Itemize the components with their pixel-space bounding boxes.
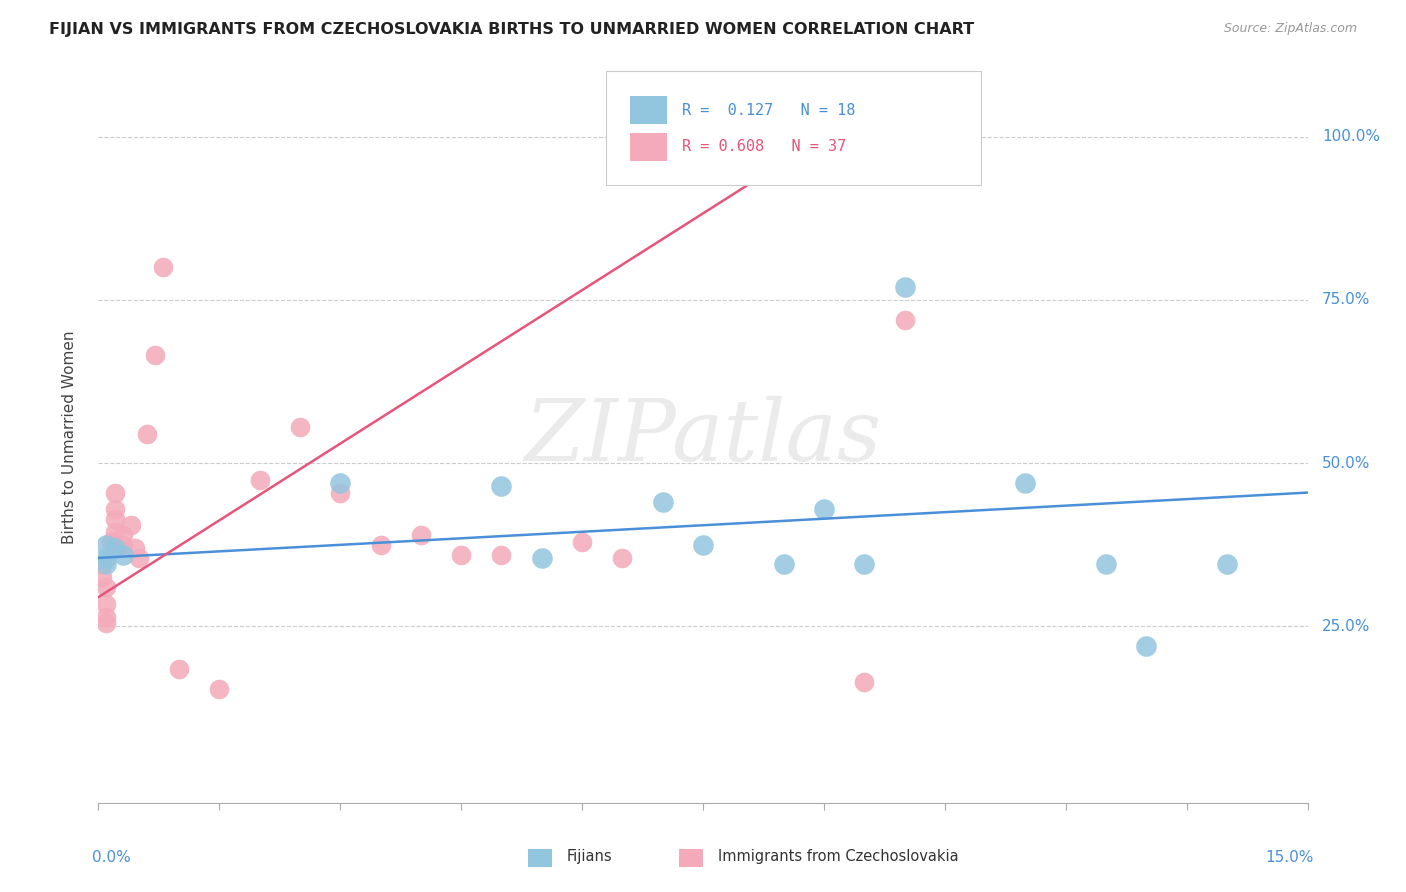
Point	[1216, 558, 1239, 572]
Point	[111, 548, 134, 562]
Point	[120, 518, 142, 533]
Text: 50.0%: 50.0%	[1322, 456, 1371, 471]
Point	[612, 550, 634, 565]
Point	[111, 528, 134, 542]
Point	[96, 550, 118, 565]
Point	[103, 502, 125, 516]
Text: R =  0.127   N = 18: R = 0.127 N = 18	[682, 103, 856, 118]
Point	[651, 129, 673, 144]
Point	[813, 502, 835, 516]
FancyBboxPatch shape	[527, 848, 551, 867]
Text: Immigrants from Czechoslovakia: Immigrants from Czechoslovakia	[717, 848, 957, 863]
Point	[651, 495, 673, 509]
Text: R = 0.608   N = 37: R = 0.608 N = 37	[682, 139, 846, 154]
FancyBboxPatch shape	[630, 133, 666, 161]
Point	[111, 538, 134, 552]
Text: Fijians: Fijians	[567, 848, 612, 863]
Point	[128, 550, 150, 565]
Point	[96, 597, 118, 611]
Point	[450, 548, 472, 562]
Point	[143, 348, 166, 362]
Point	[530, 550, 553, 565]
Text: 25.0%: 25.0%	[1322, 619, 1371, 634]
Point	[91, 570, 114, 584]
Point	[692, 129, 714, 144]
Point	[103, 524, 125, 539]
Text: 75.0%: 75.0%	[1322, 293, 1371, 308]
Point	[124, 541, 146, 555]
Point	[96, 609, 118, 624]
Point	[100, 534, 122, 549]
Point	[288, 420, 311, 434]
Point	[103, 512, 125, 526]
Text: FIJIAN VS IMMIGRANTS FROM CZECHOSLOVAKIA BIRTHS TO UNMARRIED WOMEN CORRELATION C: FIJIAN VS IMMIGRANTS FROM CZECHOSLOVAKIA…	[49, 22, 974, 37]
Point	[91, 558, 114, 572]
Point	[103, 541, 125, 555]
Point	[1014, 475, 1036, 490]
Point	[249, 473, 271, 487]
Point	[813, 129, 835, 144]
Text: Source: ZipAtlas.com: Source: ZipAtlas.com	[1223, 22, 1357, 36]
Point	[491, 479, 513, 493]
Point	[1135, 639, 1157, 653]
Point	[135, 426, 157, 441]
Point	[96, 616, 118, 631]
Text: ZIPatlas: ZIPatlas	[524, 396, 882, 478]
Point	[853, 675, 876, 690]
Point	[329, 475, 352, 490]
Point	[329, 485, 352, 500]
Point	[1095, 558, 1118, 572]
Point	[96, 538, 118, 552]
Text: 15.0%: 15.0%	[1265, 850, 1313, 865]
Point	[208, 681, 231, 696]
Point	[96, 580, 118, 594]
Point	[772, 558, 794, 572]
FancyBboxPatch shape	[679, 848, 703, 867]
Point	[370, 538, 392, 552]
FancyBboxPatch shape	[606, 71, 981, 185]
Point	[103, 485, 125, 500]
Point	[409, 528, 432, 542]
Point	[167, 662, 190, 676]
FancyBboxPatch shape	[630, 96, 666, 124]
Point	[853, 558, 876, 572]
Point	[692, 538, 714, 552]
Point	[893, 129, 915, 144]
Text: 100.0%: 100.0%	[1322, 129, 1381, 145]
Point	[893, 280, 915, 294]
Point	[733, 129, 755, 144]
Y-axis label: Births to Unmarried Women: Births to Unmarried Women	[62, 330, 77, 544]
Point	[152, 260, 174, 275]
Point	[491, 548, 513, 562]
Point	[96, 558, 118, 572]
Text: 0.0%: 0.0%	[93, 850, 131, 865]
Point	[893, 312, 915, 326]
Point	[571, 534, 593, 549]
